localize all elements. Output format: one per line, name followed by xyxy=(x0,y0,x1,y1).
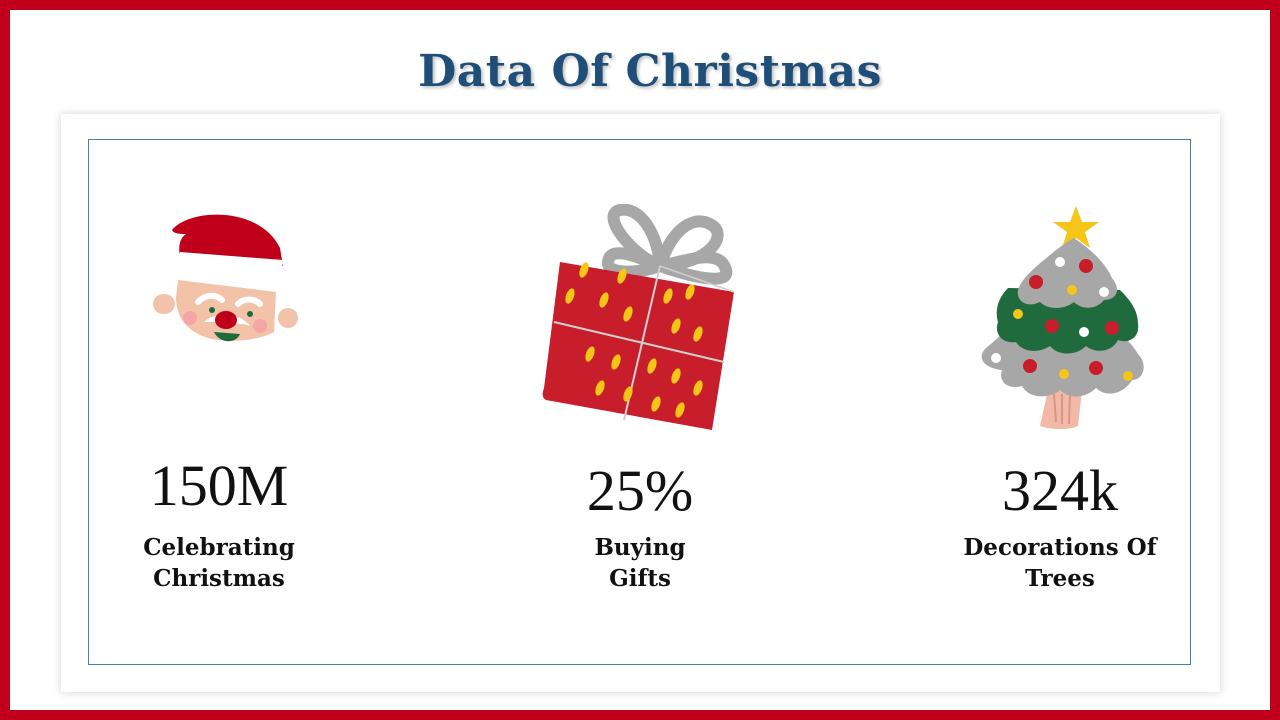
stat-label-line2: Trees xyxy=(1025,565,1095,592)
stats-frame xyxy=(88,139,1191,665)
gift-box-icon xyxy=(542,204,735,430)
slide-title: Data Of Christmas xyxy=(418,46,882,97)
stat-label: Buying Gifts xyxy=(490,532,790,594)
stat-label-line2: Christmas xyxy=(153,565,285,592)
stat-value: 150M xyxy=(149,453,289,518)
stat-label-line2: Gifts xyxy=(609,565,671,592)
stat-label: Decorations Of Trees xyxy=(910,532,1210,594)
stat-label-line1: Decorations Of xyxy=(963,534,1157,561)
stat-label-line1: Celebrating xyxy=(143,534,295,561)
stat-value: 324k xyxy=(1002,458,1118,523)
santa-face-icon xyxy=(153,214,298,342)
stat-label-line1: Buying xyxy=(594,534,686,561)
christmas-tree-icon xyxy=(981,206,1144,429)
stat-label: Celebrating Christmas xyxy=(69,532,369,594)
stat-value: 25% xyxy=(586,458,694,523)
